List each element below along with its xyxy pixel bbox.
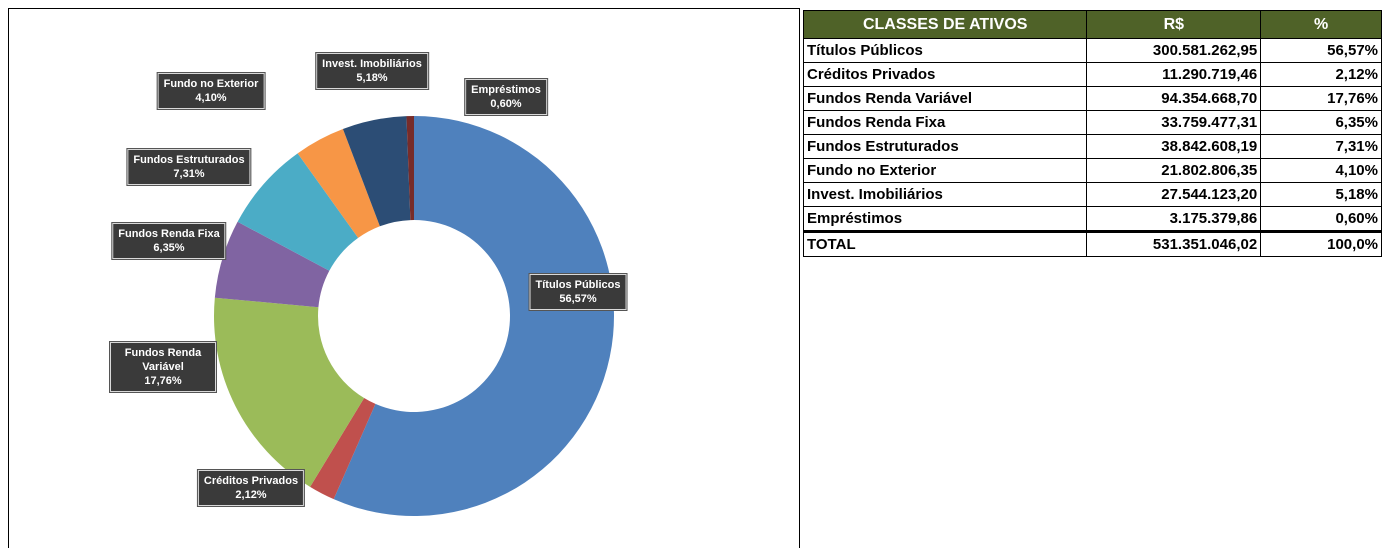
table-row: Fundos Estruturados 38.842.608,19 7,31% bbox=[802, 134, 1382, 159]
data-label: Invest. Imobiliários 5,18% bbox=[315, 52, 429, 90]
header-cell: CLASSES DE ATIVOS bbox=[802, 10, 1088, 39]
table-cell: 7,31% bbox=[1260, 134, 1382, 159]
donut-segment bbox=[297, 129, 380, 238]
table-row: Créditos Privados 11.290.719,46 2,12% bbox=[802, 62, 1382, 87]
data-label: Empréstimos 0,60% bbox=[464, 78, 548, 116]
donut-segment bbox=[333, 116, 614, 516]
label-value: 2,12% bbox=[235, 489, 267, 501]
table-cell: Invest. Imobiliários bbox=[802, 182, 1088, 207]
table-cell: 3.175.379,86 bbox=[1086, 206, 1262, 232]
header-cell: R$ bbox=[1086, 10, 1262, 39]
label-name: Fundos Renda Fixa bbox=[118, 228, 220, 240]
table-cell: 5,18% bbox=[1260, 182, 1382, 207]
table-row: Títulos Públicos 300.581.262,95 56,57% bbox=[802, 38, 1382, 63]
data-label: Títulos Públicos 56,57% bbox=[528, 273, 628, 311]
donut-segment bbox=[214, 297, 365, 487]
label-name: Invest. Imobiliários bbox=[322, 58, 422, 70]
table-cell: Fundo no Exterior bbox=[802, 158, 1088, 183]
label-name: Fundos Renda Variável bbox=[124, 347, 202, 373]
label-name: Títulos Públicos bbox=[535, 279, 621, 291]
table-cell: 11.290.719,46 bbox=[1086, 62, 1262, 87]
label-value: 5,18% bbox=[356, 72, 388, 84]
label-value: 4,10% bbox=[195, 92, 227, 104]
label-name: Fundos Estruturados bbox=[133, 154, 245, 166]
table-cell: 6,35% bbox=[1260, 110, 1382, 135]
data-label: Créditos Privados 2,12% bbox=[196, 469, 306, 507]
donut-segment bbox=[342, 116, 411, 227]
table-body: Títulos Públicos 300.581.262,95 56,57% Créd… bbox=[802, 38, 1382, 257]
table-cell: 38.842.608,19 bbox=[1086, 134, 1262, 159]
header-cell: % bbox=[1260, 10, 1382, 39]
table-cell: Empréstimos bbox=[802, 206, 1088, 232]
donut-segment bbox=[214, 221, 330, 308]
table-row: Fundo no Exterior 21.802.806,35 4,10% bbox=[802, 158, 1382, 183]
label-name: Créditos Privados bbox=[203, 475, 299, 487]
donut-segment bbox=[237, 153, 359, 271]
table-cell: Fundos Renda Fixa bbox=[802, 110, 1088, 135]
label-name: Fundo no Exterior bbox=[163, 78, 259, 90]
table-row: Invest. Imobiliários 27.544.123,20 5,18% bbox=[802, 182, 1382, 207]
chart-panel bbox=[8, 8, 800, 548]
table-cell: 56,57% bbox=[1260, 38, 1382, 63]
page: Títulos Públicos 56,57% Créditos Privados 2… bbox=[8, 8, 1382, 548]
total-cell: 531.351.046,02 bbox=[1086, 230, 1262, 257]
donut-segment bbox=[310, 398, 376, 500]
label-value: 17,76% bbox=[144, 375, 182, 387]
table-cell: Títulos Públicos bbox=[802, 38, 1088, 63]
table-cell: Créditos Privados bbox=[802, 62, 1088, 87]
data-label: Fundos Renda Variável 17,76% bbox=[109, 341, 217, 393]
table-cell: 0,60% bbox=[1260, 206, 1382, 232]
table-cell: 94.354.668,70 bbox=[1086, 86, 1262, 111]
label-value: 0,60% bbox=[490, 98, 522, 110]
label-value: 7,31% bbox=[173, 168, 205, 180]
table-cell: 33.759.477,31 bbox=[1086, 110, 1262, 135]
donut-segment bbox=[406, 116, 414, 221]
header-row: CLASSES DE ATIVOS R$% bbox=[802, 10, 1382, 39]
label-name: Empréstimos bbox=[471, 84, 541, 96]
table-cell: 17,76% bbox=[1260, 86, 1382, 111]
data-label: Fundo no Exterior 4,10% bbox=[156, 72, 266, 110]
table-cell: 27.544.123,20 bbox=[1086, 182, 1262, 207]
table-cell: 300.581.262,95 bbox=[1086, 38, 1262, 63]
total-row: TOTAL 531.351.046,02 100,0% bbox=[802, 230, 1382, 257]
data-label: Fundos Estruturados 7,31% bbox=[126, 148, 252, 186]
table-cell: 21.802.806,35 bbox=[1086, 158, 1262, 183]
label-value: 56,57% bbox=[559, 293, 597, 305]
table-row: Fundos Renda Fixa 33.759.477,31 6,35% bbox=[802, 110, 1382, 135]
table-cell: 4,10% bbox=[1260, 158, 1382, 183]
data-label: Fundos Renda Fixa 6,35% bbox=[111, 222, 227, 260]
table-cell: Fundos Renda Variável bbox=[802, 86, 1088, 111]
chart bbox=[214, 116, 614, 516]
asset-table: CLASSES DE ATIVOS R$% Títulos Públicos 300… bbox=[802, 10, 1382, 257]
table-row: Empréstimos 3.175.379,86 0,60% bbox=[802, 206, 1382, 232]
table-row: Fundos Renda Variável 94.354.668,70 17,76% bbox=[802, 86, 1382, 111]
table-cell: Fundos Estruturados bbox=[802, 134, 1088, 159]
total-cell: 100,0% bbox=[1260, 230, 1382, 257]
label-value: 6,35% bbox=[153, 242, 185, 254]
total-cell: TOTAL bbox=[802, 230, 1088, 257]
table-cell: 2,12% bbox=[1260, 62, 1382, 87]
